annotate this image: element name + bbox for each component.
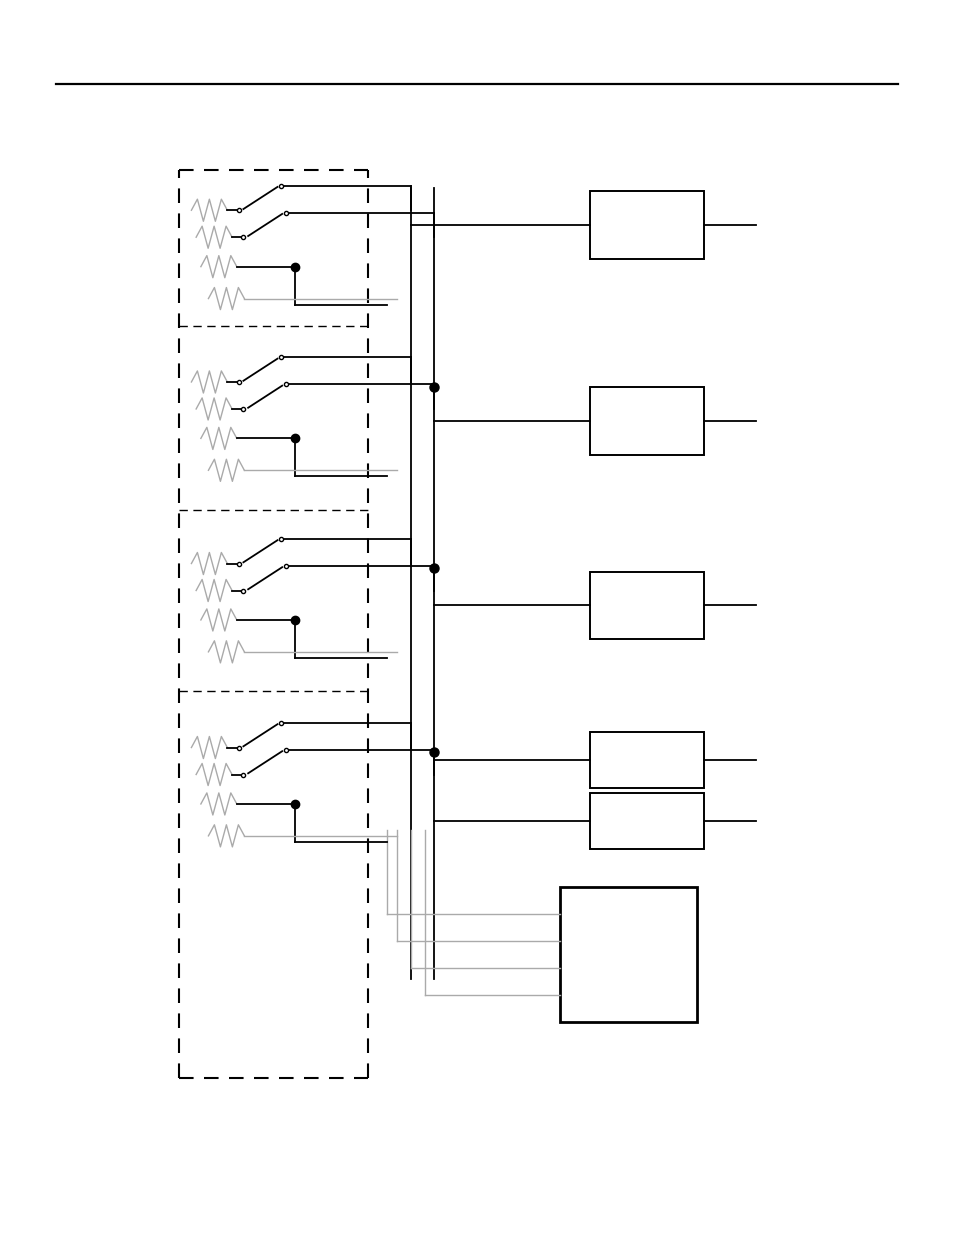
FancyBboxPatch shape	[590, 388, 703, 454]
FancyBboxPatch shape	[559, 888, 696, 1023]
FancyBboxPatch shape	[590, 793, 703, 850]
FancyBboxPatch shape	[590, 572, 703, 638]
FancyBboxPatch shape	[590, 731, 703, 788]
FancyBboxPatch shape	[590, 191, 703, 258]
